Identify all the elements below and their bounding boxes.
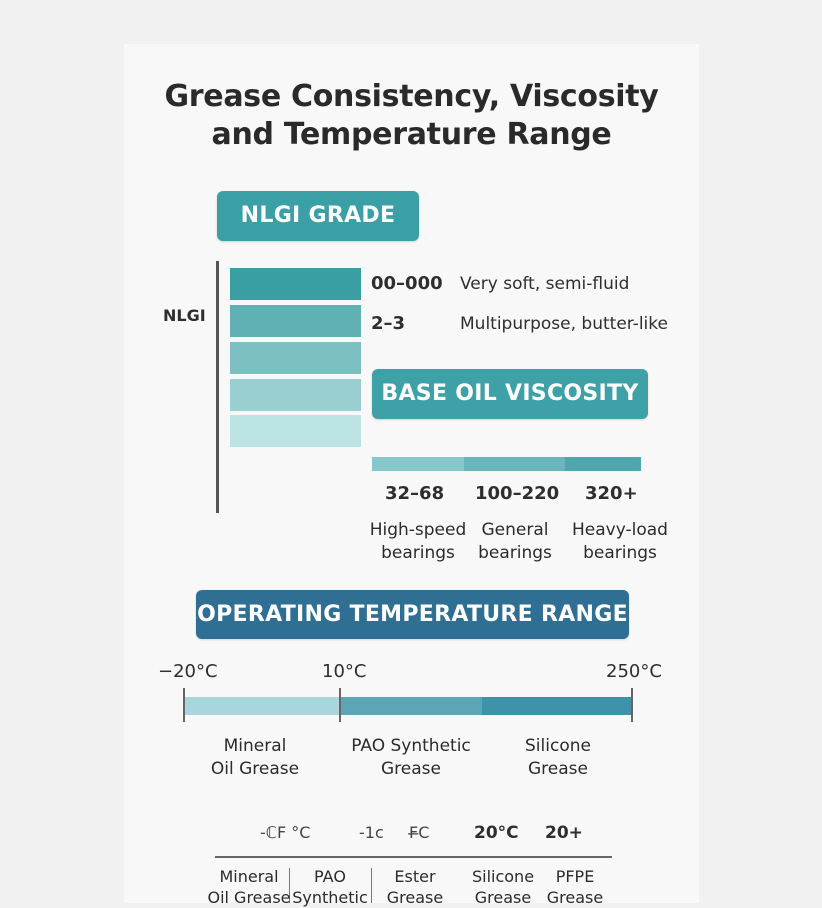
bottom-column-separator — [289, 868, 290, 903]
temp-label-pao: PAO Synthetic Grease — [340, 735, 482, 781]
page-title: Grease Consistency, Viscosity and Temper… — [124, 78, 699, 154]
bottom-divider — [215, 856, 612, 858]
viscosity-segment-low — [372, 457, 464, 471]
infographic-card — [124, 44, 699, 903]
nlgi-bar-4 — [230, 379, 361, 411]
caption-line: PAO Synthetic — [351, 736, 471, 756]
caption-line: Grease — [546, 888, 604, 907]
caption-line: bearings — [583, 543, 657, 563]
viscosity-caption-heavy-load: Heavy-load bearings — [568, 519, 672, 565]
caption-line: General — [481, 520, 549, 540]
caption-line: Grease — [381, 759, 441, 779]
caption-line: Synthetic — [292, 888, 368, 907]
temp-tick-250: 250°C — [606, 661, 662, 682]
nlgi-bar-3 — [230, 342, 361, 374]
bottom-value-5: 20+ — [545, 823, 583, 843]
title-line-1: Grease Consistency, Viscosity — [164, 79, 659, 114]
nlgi-grade-2-3: 2–3 — [371, 313, 406, 334]
nlgi-bar-2 — [230, 305, 361, 337]
temp-tick-10: 10°C — [322, 661, 367, 682]
temp-tick-mark-left — [183, 688, 185, 722]
bottom-value-4: 20°C — [474, 823, 519, 843]
caption-line: Mineral — [219, 867, 279, 886]
caption-line: Ester — [394, 867, 436, 886]
temp-label-silicone: Silicone Grease — [498, 735, 618, 781]
viscosity-header: BASE OIL VISCOSITY — [372, 369, 648, 419]
caption-line: Grease — [474, 888, 532, 907]
temp-segment-mineral — [184, 697, 340, 715]
caption-line: High-speed — [369, 520, 467, 540]
nlgi-axis-label: NLGI — [163, 306, 206, 325]
temp-label-mineral: Mineral Oil Grease — [195, 735, 315, 781]
bottom-value-2: -1c — [359, 823, 384, 842]
viscosity-caption-general: General bearings — [470, 519, 560, 565]
viscosity-caption-high-speed: High-speed bearings — [366, 519, 470, 565]
viscosity-segment-high — [565, 457, 641, 471]
nlgi-bar-5 — [230, 415, 361, 447]
bottom-value-1: -ℂF °C — [260, 823, 311, 842]
temp-tick-minus-20: −20°C — [158, 661, 218, 682]
bottom-col-mineral: Mineral Oil Grease — [204, 866, 294, 908]
bottom-col-pao: PAO Synthetic — [289, 866, 371, 908]
caption-line: bearings — [478, 543, 552, 563]
viscosity-value-100-220: 100–220 — [475, 483, 560, 504]
temp-tick-mark-right — [631, 688, 633, 722]
caption-line: Oil Grease — [210, 759, 300, 779]
caption-line: Grease — [528, 759, 588, 779]
temp-tick-mark-mid — [339, 688, 341, 722]
nlgi-axis-line — [216, 261, 219, 513]
title-line-2: and Temperature Range — [211, 117, 612, 152]
temp-segment-pao — [340, 697, 482, 715]
viscosity-segment-mid — [464, 457, 565, 471]
bottom-col-ester: Ester Grease — [375, 866, 455, 908]
viscosity-value-320: 320+ — [585, 483, 638, 504]
caption-line: Oil Grease — [207, 888, 291, 907]
caption-line: bearings — [381, 543, 455, 563]
caption-line: Grease — [386, 888, 444, 907]
temp-segment-silicone — [482, 697, 632, 715]
caption-line: Silicone — [525, 736, 591, 756]
viscosity-value-32-68: 32–68 — [385, 483, 445, 504]
bottom-col-silicone: Silicone Grease — [463, 866, 543, 908]
temperature-header: OPERATING TEMPERATURE RANGE — [196, 590, 629, 639]
nlgi-desc-very-soft: Very soft, semi-fluid — [460, 274, 630, 294]
bottom-column-separator — [371, 868, 372, 903]
bottom-value-3: F̶C — [409, 823, 430, 842]
caption-line: Silicone — [471, 867, 535, 886]
nlgi-grade-00-000: 00–000 — [371, 273, 443, 294]
bottom-col-pfpe: PFPE Grease — [540, 866, 610, 908]
caption-line: PFPE — [555, 867, 595, 886]
caption-line: Heavy-load — [572, 520, 668, 540]
caption-line: PAO — [314, 867, 346, 886]
nlgi-grade-header: NLGI GRADE — [217, 191, 419, 241]
nlgi-desc-multipurpose: Multipurpose, butter-like — [460, 314, 668, 334]
nlgi-bar-1 — [230, 268, 361, 300]
caption-line: Mineral — [223, 736, 287, 756]
